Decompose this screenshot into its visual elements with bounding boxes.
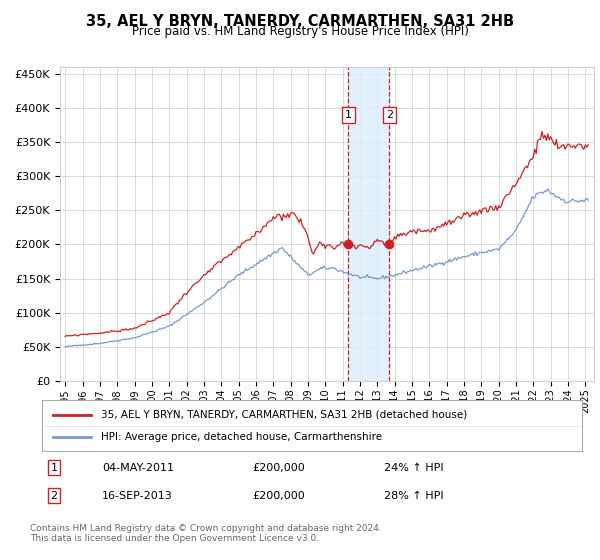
Text: 35, AEL Y BRYN, TANERDY, CARMARTHEN, SA31 2HB: 35, AEL Y BRYN, TANERDY, CARMARTHEN, SA3… — [86, 14, 514, 29]
Text: 24% ↑ HPI: 24% ↑ HPI — [384, 463, 443, 473]
Text: 35, AEL Y BRYN, TANERDY, CARMARTHEN, SA31 2HB (detached house): 35, AEL Y BRYN, TANERDY, CARMARTHEN, SA3… — [101, 409, 467, 419]
Text: 1: 1 — [345, 110, 352, 120]
Text: £200,000: £200,000 — [252, 463, 305, 473]
Text: 1: 1 — [50, 463, 58, 473]
Text: Contains HM Land Registry data © Crown copyright and database right 2024.: Contains HM Land Registry data © Crown c… — [30, 524, 382, 533]
Text: 28% ↑ HPI: 28% ↑ HPI — [384, 491, 443, 501]
Text: 04-MAY-2011: 04-MAY-2011 — [102, 463, 174, 473]
Text: Price paid vs. HM Land Registry's House Price Index (HPI): Price paid vs. HM Land Registry's House … — [131, 25, 469, 38]
Text: 16-SEP-2013: 16-SEP-2013 — [102, 491, 173, 501]
Text: This data is licensed under the Open Government Licence v3.0.: This data is licensed under the Open Gov… — [30, 534, 319, 543]
Text: 2: 2 — [50, 491, 58, 501]
Text: 2: 2 — [386, 110, 393, 120]
Text: HPI: Average price, detached house, Carmarthenshire: HPI: Average price, detached house, Carm… — [101, 432, 383, 442]
Bar — [349, 67, 389, 381]
Text: £200,000: £200,000 — [252, 491, 305, 501]
